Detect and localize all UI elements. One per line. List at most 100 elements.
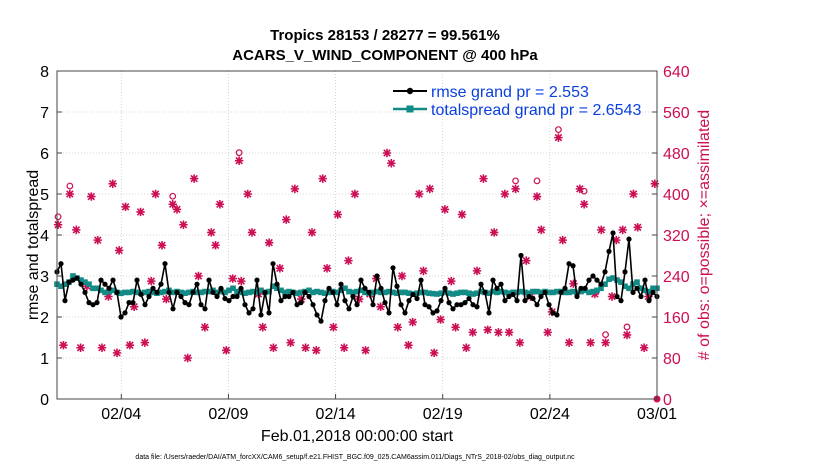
totalspread-point bbox=[162, 288, 168, 295]
totalspread-point bbox=[314, 288, 320, 295]
totalspread-point bbox=[406, 290, 412, 297]
rmse-point bbox=[286, 293, 292, 300]
rmse-point bbox=[634, 285, 640, 291]
x-tick-label: 02/09 bbox=[208, 406, 248, 423]
rmse-point bbox=[594, 277, 600, 283]
totalspread-point bbox=[398, 289, 404, 296]
rmse-point bbox=[338, 281, 344, 287]
totalspread-point bbox=[182, 290, 188, 297]
totalspread-point bbox=[318, 289, 324, 296]
rmse-point bbox=[390, 265, 396, 271]
rmse-point bbox=[610, 230, 616, 236]
obs-assimilated-point bbox=[500, 189, 510, 199]
rmse-point bbox=[250, 306, 256, 312]
totalspread-point bbox=[70, 273, 76, 279]
totalspread-point bbox=[170, 289, 176, 296]
totalspread-point bbox=[250, 288, 256, 295]
rmse-point bbox=[130, 300, 136, 306]
obs-possible-point bbox=[580, 187, 588, 195]
rmse-point bbox=[202, 306, 208, 312]
rmse-point bbox=[106, 285, 112, 291]
rmse-point bbox=[270, 261, 276, 267]
obs-assimilated-point bbox=[451, 323, 460, 332]
totalspread-point bbox=[202, 288, 208, 295]
data-file-footnote: data file: /Users/raeder/DAI/ATM_forcXX/… bbox=[135, 454, 575, 461]
rmse-point bbox=[254, 277, 260, 283]
chart-subtitle: ACARS_V_WIND_COMPONENT @ 400 hPa bbox=[232, 47, 538, 64]
obs-assimilated-point bbox=[194, 271, 203, 281]
totalspread-point bbox=[606, 276, 612, 283]
rmse-point bbox=[122, 310, 128, 316]
rmse-point bbox=[82, 289, 88, 295]
rmse-point bbox=[406, 298, 412, 304]
obs-assimilated-point bbox=[269, 343, 278, 352]
totalspread-point bbox=[134, 289, 140, 296]
rmse-point bbox=[102, 281, 108, 287]
rmse-point bbox=[278, 298, 284, 304]
obs-assimilated-point bbox=[586, 338, 595, 347]
obs-possible-point bbox=[555, 126, 562, 134]
obs-assimilated-point bbox=[136, 207, 145, 217]
obs-assimilated-point bbox=[597, 225, 606, 235]
totalspread-point bbox=[82, 279, 88, 285]
rmse-point bbox=[374, 273, 380, 279]
obs-possible-point bbox=[235, 149, 243, 157]
rmse-point bbox=[618, 298, 624, 304]
totalspread-point bbox=[130, 288, 136, 295]
obs-assimilated-point bbox=[601, 338, 610, 347]
rmse-point bbox=[222, 295, 228, 302]
y-tick-label-right: 640 bbox=[663, 64, 690, 81]
obs-possible-point bbox=[602, 331, 609, 339]
totalspread-point bbox=[566, 289, 572, 296]
rmse-point bbox=[482, 289, 488, 295]
totalspread-point bbox=[342, 285, 348, 292]
rmse-point bbox=[90, 302, 96, 308]
totalspread-point bbox=[294, 290, 300, 297]
rmse-point bbox=[166, 289, 172, 295]
totalspread-point bbox=[142, 289, 148, 296]
obs-assimilated-point bbox=[140, 338, 150, 347]
obs-assimilated-point bbox=[457, 210, 467, 219]
rmse-point bbox=[522, 298, 528, 304]
obs-assimilated-point bbox=[65, 189, 75, 199]
legend-rmse-label: rmse grand pr = 2.553 bbox=[431, 84, 589, 101]
totalspread-point bbox=[422, 289, 428, 296]
totalspread-point bbox=[506, 290, 512, 297]
obs-assimilated-point bbox=[243, 189, 252, 199]
obs-assimilated-point bbox=[189, 174, 199, 183]
y-tick-label-left: 7 bbox=[40, 105, 49, 122]
rmse-point bbox=[582, 285, 588, 291]
totalspread-point bbox=[442, 289, 448, 296]
obs-possible-point bbox=[66, 182, 74, 190]
rmse-point bbox=[426, 304, 432, 310]
totalspread-point bbox=[586, 289, 592, 296]
rmse-point bbox=[314, 312, 320, 318]
rmse-point bbox=[434, 308, 440, 314]
obs-assimilated-point bbox=[215, 200, 225, 209]
rmse-point bbox=[606, 248, 612, 254]
rmse-point bbox=[570, 263, 576, 269]
rmse-point bbox=[578, 285, 584, 291]
rmse-point bbox=[62, 298, 68, 304]
rmse-point bbox=[274, 281, 280, 287]
obs-assimilated-point bbox=[564, 338, 574, 347]
rmse-point bbox=[534, 302, 540, 308]
rmse-point bbox=[586, 277, 592, 283]
obs-assimilated-point bbox=[558, 235, 567, 245]
obs-assimilated-point bbox=[282, 215, 291, 224]
obs-assimilated-point bbox=[479, 174, 488, 183]
obs-assimilated-point bbox=[59, 340, 68, 350]
rmse-point bbox=[510, 291, 516, 298]
rmse-point bbox=[506, 293, 512, 300]
obs-assimilated-point bbox=[382, 148, 392, 158]
totalspread-point bbox=[186, 289, 192, 296]
rmse-point bbox=[234, 293, 240, 300]
totalspread-point bbox=[370, 289, 376, 296]
rmse-point bbox=[438, 298, 444, 304]
obs-assimilated-point bbox=[168, 200, 177, 209]
y-tick-label-left: 2 bbox=[40, 310, 49, 327]
obs-assimilated-point bbox=[629, 189, 638, 199]
totalspread-point bbox=[590, 288, 596, 295]
totalspread-point bbox=[598, 285, 604, 292]
totalspread-point bbox=[146, 288, 152, 295]
